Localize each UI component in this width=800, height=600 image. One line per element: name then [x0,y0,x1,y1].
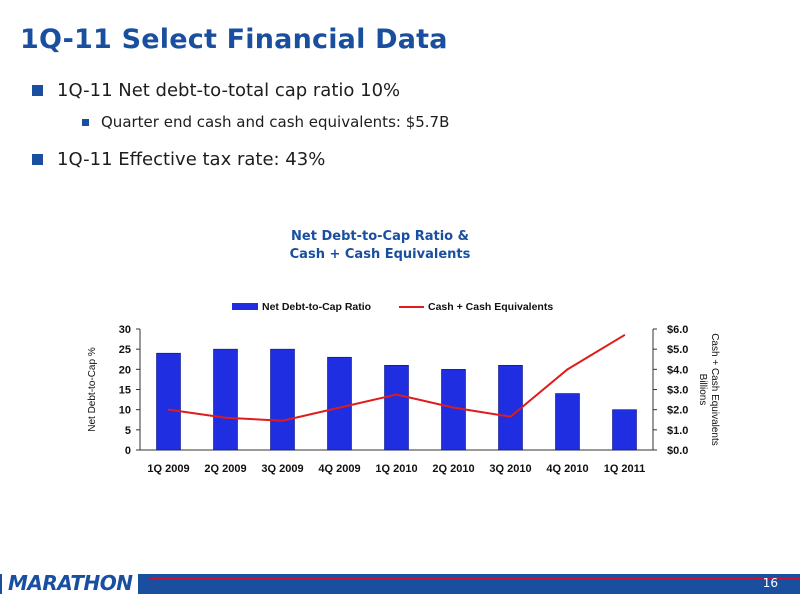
left-tick-label: 15 [119,385,131,397]
line-point [623,334,626,336]
y-axis-label-right: Cash + Cash Equivalents [709,333,720,446]
page-number: 16 [762,576,778,590]
bar [327,356,352,451]
page-title: 1Q-11 Select Financial Data [20,24,448,55]
line-point [395,393,398,396]
chart-title: Net Debt-to-Cap Ratio & Cash + Cash Equi… [260,228,500,264]
left-tick-label: 25 [119,344,131,356]
square-bullet-icon [82,118,89,126]
sub-bullet-text: Quarter end cash and cash equivalents: $… [101,113,450,131]
line-point [281,419,284,422]
line-point [338,406,341,409]
x-tick-label: 1Q 2011 [604,463,646,475]
left-tick-label: 20 [119,364,131,376]
x-tick-label: 3Q 2010 [489,463,531,475]
bullet-item: 1Q-11 Net debt-to-total cap ratio 10% [30,80,770,101]
x-tick-label: 2Q 2010 [432,463,474,475]
right-tick-label: $6.0 [667,324,688,336]
legend-label: Cash + Cash Equivalents [428,301,553,313]
sub-bullet-item: Quarter end cash and cash equivalents: $… [82,113,770,131]
left-tick-label: 5 [125,425,131,437]
line-point [452,406,455,409]
legend-bar-swatch [232,303,258,310]
bullet-item: 1Q-11 Effective tax rate: 43% [30,149,770,170]
bar [384,364,409,451]
chart-title-line: Net Debt-to-Cap Ratio & [291,229,469,244]
left-tick-label: 0 [125,445,131,457]
right-tick-label: $4.0 [667,364,688,376]
bar [498,364,523,451]
y-axis-label-left: Net Debt-to-Cap % [87,347,98,432]
bullet-text: 1Q-11 Effective tax rate: 43% [57,149,326,170]
bullet-list: 1Q-11 Net debt-to-total cap ratio 10% Qu… [30,80,770,182]
right-tick-label: $3.0 [667,385,688,397]
y-axis-label-right: Billions [697,374,708,406]
x-tick-label: 4Q 2009 [318,463,360,475]
left-tick-label: 10 [119,405,131,417]
x-tick-label: 4Q 2010 [546,463,588,475]
x-tick-label: 1Q 2010 [375,463,417,475]
right-tick-label: $5.0 [667,344,688,356]
square-bullet-icon [32,154,43,165]
bar [612,409,637,451]
right-tick-label: $1.0 [667,425,688,437]
x-tick-label: 2Q 2009 [204,463,246,475]
line-point [566,368,569,371]
bar [441,369,466,451]
x-tick-label: 3Q 2009 [261,463,303,475]
bullet-text: 1Q-11 Net debt-to-total cap ratio 10% [57,80,401,101]
line-point [167,408,170,411]
bar [213,348,238,451]
bar [555,393,580,451]
line-point [224,416,227,419]
square-bullet-icon [32,85,43,96]
left-tick-label: 30 [119,324,131,336]
footer-stripe [150,577,800,580]
bar [270,348,295,451]
x-tick-label: 1Q 2009 [147,463,189,475]
marathon-logo: MARATHON [2,571,139,595]
right-tick-label: $0.0 [667,445,688,457]
bar [156,352,181,451]
chart-title-line: Cash + Cash Equivalents [289,247,471,262]
legend-label: Net Debt-to-Cap Ratio [262,301,371,313]
right-tick-label: $2.0 [667,405,688,417]
line-point [509,415,512,418]
